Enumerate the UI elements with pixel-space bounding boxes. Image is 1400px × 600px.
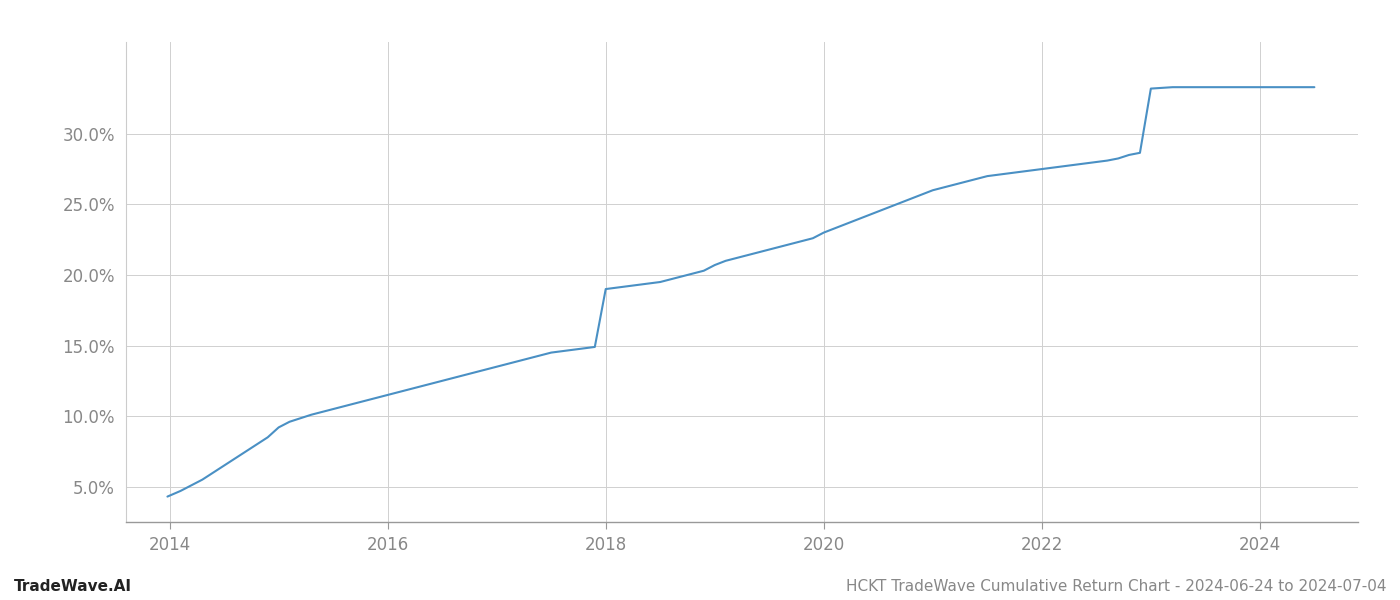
Text: HCKT TradeWave Cumulative Return Chart - 2024-06-24 to 2024-07-04: HCKT TradeWave Cumulative Return Chart -… <box>846 579 1386 594</box>
Text: TradeWave.AI: TradeWave.AI <box>14 579 132 594</box>
